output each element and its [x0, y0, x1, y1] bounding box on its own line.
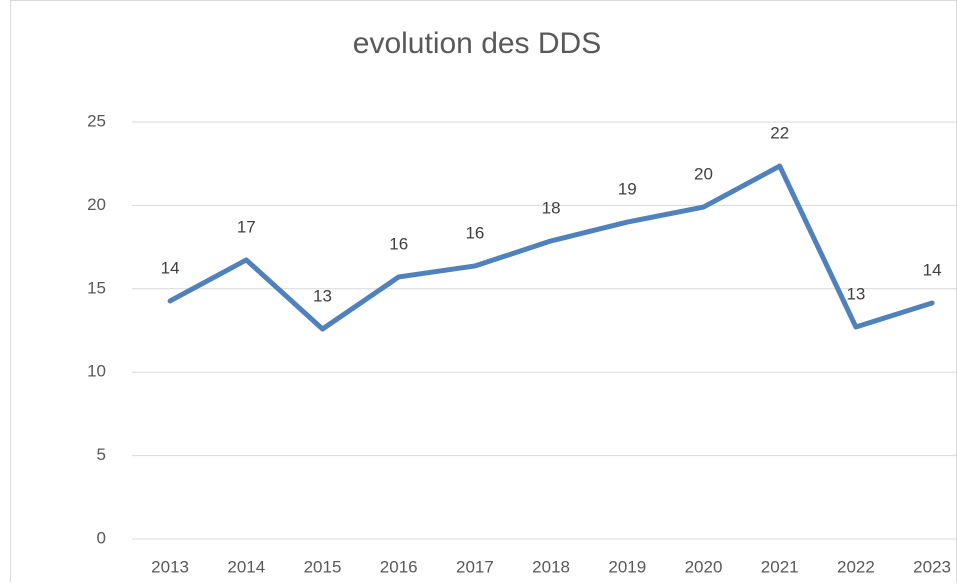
data-label: 18 — [542, 198, 561, 217]
chart-border — [10, 0, 957, 587]
data-label: 22 — [770, 124, 789, 143]
y-tick-label: 0 — [97, 528, 106, 547]
y-tick-label: 15 — [87, 278, 106, 297]
y-tick-label: 25 — [87, 111, 106, 130]
data-label: 16 — [465, 223, 484, 242]
x-tick-label: 2014 — [227, 557, 265, 576]
chart-title: evolution des DDS — [353, 27, 601, 60]
y-tick-label: 20 — [87, 195, 106, 214]
x-tick-label: 2015 — [304, 557, 342, 576]
x-tick-label: 2013 — [151, 557, 189, 576]
y-tick-label: 10 — [87, 362, 106, 381]
y-tick-label: 5 — [97, 445, 106, 464]
x-tick-label: 2016 — [380, 557, 418, 576]
data-label: 17 — [237, 217, 256, 236]
data-label: 20 — [694, 165, 713, 184]
x-tick-label: 2022 — [837, 557, 875, 576]
x-tick-label: 2020 — [685, 557, 723, 576]
data-label: 14 — [161, 258, 180, 277]
data-line — [167, 163, 935, 332]
x-tick-label: 2021 — [761, 557, 799, 576]
data-label: 16 — [389, 234, 408, 253]
data-label: 14 — [923, 260, 942, 279]
x-tick-label: 2018 — [532, 557, 570, 576]
data-label: 13 — [846, 284, 865, 303]
x-tick-label: 2023 — [913, 557, 951, 576]
x-tick-label: 2017 — [456, 557, 494, 576]
data-label: 13 — [313, 286, 332, 305]
x-tick-label: 2019 — [608, 557, 646, 576]
data-label: 19 — [618, 180, 637, 199]
